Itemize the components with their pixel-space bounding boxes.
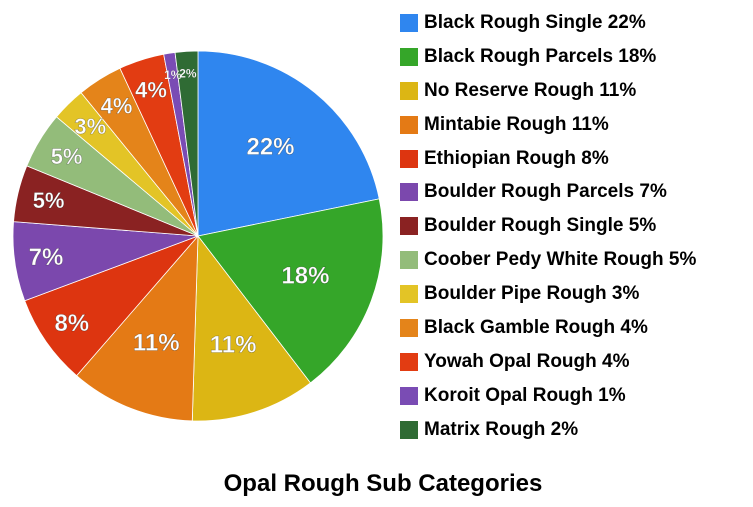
- pie-slices: [12, 50, 384, 422]
- slice-label-boulder-rough-parcels: 7%: [29, 244, 64, 271]
- legend-item-yowah-opal-rough: Yowah Opal Rough 4%: [400, 345, 696, 379]
- pie-slice-labels: 22%18%11%11%8%7%5%5%3%4%4%1%2%: [28, 66, 329, 359]
- legend-label: Yowah Opal Rough 4%: [424, 350, 630, 372]
- pie-slice-black-rough-parcels: [197, 198, 384, 384]
- legend-swatch: [400, 183, 418, 202]
- legend-swatch: [400, 420, 418, 439]
- slice-label-black-rough-parcels: 18%: [281, 263, 329, 290]
- legend-label: Boulder Pipe Rough 3%: [424, 283, 640, 305]
- slice-label-boulder-rough-single: 5%: [33, 188, 65, 213]
- legend-item-ethiopian-rough: Ethiopian Rough 8%: [400, 142, 696, 176]
- legend-item-boulder-pipe-rough: Boulder Pipe Rough 3%: [400, 277, 696, 311]
- legend-label: No Reserve Rough 11%: [424, 79, 637, 101]
- slice-label-mintabie-rough: 11%: [133, 329, 180, 356]
- slice-label-coober-pedy-white-rough: 5%: [51, 144, 83, 169]
- legend-swatch: [400, 81, 418, 100]
- legend-item-black-gamble-rough: Black Gamble Rough 4%: [400, 311, 696, 345]
- pie-slice-no-reserve-rough: [191, 234, 311, 422]
- legend-item-boulder-rough-parcels: Boulder Rough Parcels 7%: [400, 175, 696, 209]
- pie-slice-mintabie-rough: [76, 234, 199, 422]
- legend-item-mintabie-rough: Mintabie Rough 11%: [400, 108, 696, 142]
- legend-swatch: [400, 251, 418, 270]
- legend-swatch: [400, 217, 418, 236]
- legend-label: Boulder Rough Parcels 7%: [424, 181, 667, 203]
- legend-label: Black Gamble Rough 4%: [424, 316, 648, 338]
- slice-label-yowah-opal-rough: 4%: [135, 77, 167, 102]
- legend-label: Boulder Rough Single 5%: [424, 215, 657, 237]
- legend-item-koroit-opal-rough: Koroit Opal Rough 1%: [400, 379, 696, 413]
- legend-swatch: [400, 115, 418, 134]
- slice-label-ethiopian-rough: 8%: [54, 310, 89, 337]
- slice-label-no-reserve-rough: 11%: [210, 332, 257, 359]
- legend-label: Black Rough Parcels 18%: [424, 45, 657, 67]
- legend: Black Rough Single 22% Black Rough Parcel…: [400, 6, 696, 447]
- legend-item-matrix-rough: Matrix Rough 2%: [400, 413, 696, 447]
- pie-slice-matrix-rough: [174, 50, 199, 237]
- legend-swatch: [400, 285, 418, 304]
- slice-label-koroit-opal-rough: 1%: [164, 68, 182, 82]
- legend-swatch: [400, 352, 418, 371]
- chart-title: Opal Rough Sub Categories: [223, 470, 543, 497]
- legend-label: Ethiopian Rough 8%: [424, 147, 609, 169]
- legend-swatch: [400, 149, 418, 168]
- legend-swatch: [400, 318, 418, 337]
- legend-label: Mintabie Rough 11%: [424, 113, 609, 135]
- slice-label-black-rough-single: 22%: [246, 134, 294, 161]
- legend-label: Coober Pedy White Rough 5%: [424, 249, 697, 271]
- legend-item-boulder-rough-single: Boulder Rough Single 5%: [400, 209, 696, 243]
- legend-item-coober-pedy-white-rough: Coober Pedy White Rough 5%: [400, 243, 696, 277]
- legend-swatch: [400, 386, 418, 405]
- legend-item-black-rough-single: Black Rough Single 22%: [400, 6, 696, 40]
- slice-label-black-gamble-rough: 4%: [101, 93, 133, 118]
- legend-item-no-reserve-rough: No Reserve Rough 11%: [400, 74, 696, 108]
- legend-swatch: [400, 13, 418, 32]
- legend-label: Matrix Rough 2%: [424, 418, 579, 440]
- legend-label: Koroit Opal Rough 1%: [424, 384, 626, 406]
- pie-slice-black-rough-single: [197, 50, 380, 237]
- slice-label-boulder-pipe-rough: 3%: [74, 114, 106, 139]
- legend-label: Black Rough Single 22%: [424, 11, 646, 33]
- legend-swatch: [400, 47, 418, 66]
- slice-label-matrix-rough: 2%: [179, 67, 197, 81]
- legend-item-black-rough-parcels: Black Rough Parcels 18%: [400, 40, 696, 74]
- pie-slice-ethiopian-rough: [24, 235, 199, 377]
